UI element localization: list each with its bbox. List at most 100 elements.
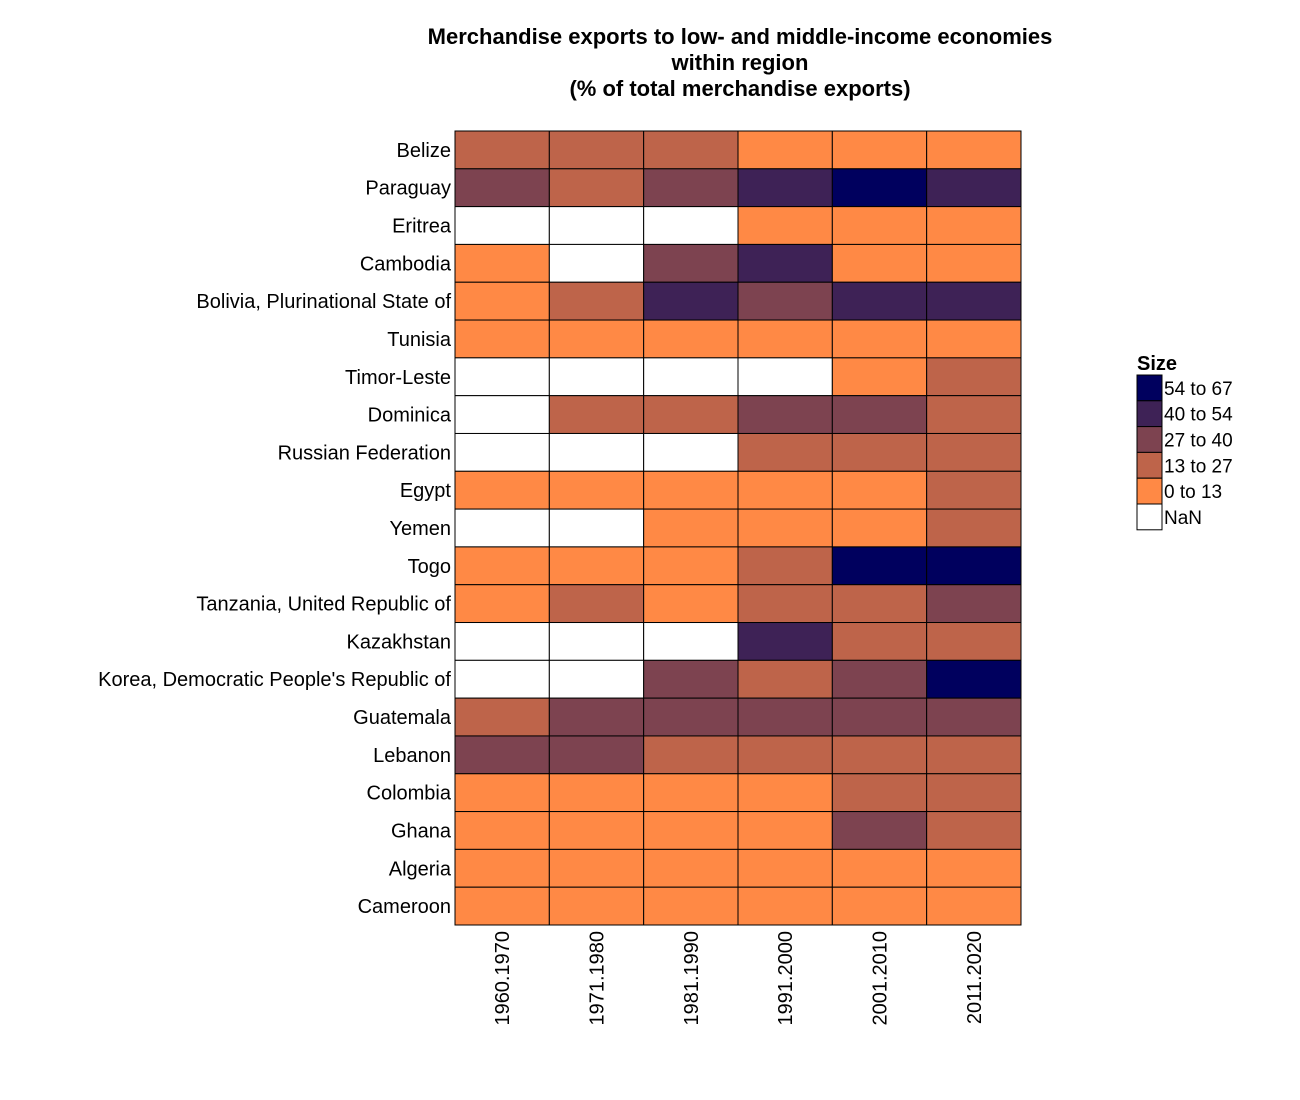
heatmap-cell [737, 168, 833, 208]
heatmap-cell [454, 546, 550, 586]
legend: Size 54 to 67 40 to 54 27 to 40 13 to 27 0 t… [1136, 353, 1233, 531]
legend-label: 13 to 27 [1164, 456, 1233, 477]
heatmap-cell [454, 319, 550, 359]
heatmap-cell [454, 395, 550, 434]
chart-title-line-2: within region [671, 50, 809, 75]
heatmap-cell [548, 470, 645, 510]
y-tick-label: Kazakhstan [346, 631, 451, 653]
heatmap-cell [454, 811, 550, 850]
heatmap-cell [926, 395, 1022, 434]
heatmap-cell [643, 848, 739, 888]
heatmap-cell [643, 546, 739, 586]
heatmap-cell [831, 546, 928, 586]
heatmap-cell [831, 168, 928, 208]
y-tick-label: Eritrea [392, 216, 452, 238]
heatmap-cell [454, 508, 550, 548]
heatmap-cell [926, 735, 1022, 775]
y-tick-label: Cameroon [358, 896, 451, 918]
heatmap-cell [737, 546, 833, 586]
heatmap-cell [831, 584, 928, 624]
heatmap-cell [831, 357, 928, 397]
heatmap-cell [548, 886, 645, 926]
heatmap-cell [831, 811, 928, 850]
heatmap-cell [831, 243, 928, 283]
heatmap-cell [548, 508, 645, 548]
heatmap-cell [454, 357, 550, 397]
y-axis-labels: Belize Paraguay Eritrea Cambodia Bolivia, Pl… [98, 140, 452, 918]
heatmap-cell [926, 319, 1022, 359]
y-tick-label: Guatemala [353, 707, 452, 729]
heatmap-cell [831, 697, 928, 737]
heatmap-cell [643, 281, 739, 321]
heatmap-cell [454, 659, 550, 699]
heatmap-cell [454, 470, 550, 510]
heatmap-cell [548, 281, 645, 321]
y-tick-label: Dominica [368, 405, 452, 427]
legend-label: 27 to 40 [1164, 431, 1233, 452]
chart-title: Merchandise exports to low- and middle-i… [428, 24, 1053, 101]
heatmap-cell [926, 168, 1022, 208]
heatmap-cell [737, 508, 833, 548]
heatmap-cell [926, 546, 1022, 586]
heatmap-cell [454, 206, 550, 245]
heatmap-cell [831, 319, 928, 359]
heatmap-cell [548, 395, 645, 434]
heatmap-cell [548, 130, 645, 170]
heatmap-cell [454, 432, 550, 472]
y-tick-label: Russian Federation [278, 442, 451, 464]
heatmap-cell [737, 243, 833, 283]
y-tick-label: Tanzania, United Republic of [196, 594, 451, 616]
y-tick-label: Belize [397, 140, 451, 162]
x-tick-label: 1971.1980 [587, 931, 609, 1026]
heatmap-cell [454, 243, 550, 283]
heatmap-cell [737, 281, 833, 321]
heatmap-cell [454, 130, 550, 170]
heatmap-cell [831, 659, 928, 699]
heatmap-cell [643, 130, 739, 170]
heatmap-cell [737, 773, 833, 813]
heatmap-cell [926, 811, 1022, 850]
y-tick-label: Algeria [389, 858, 452, 880]
y-tick-label: Lebanon [373, 745, 451, 767]
heatmap-cell [926, 243, 1022, 283]
heatmap-cell [548, 546, 645, 586]
heatmap-cell [926, 697, 1022, 737]
y-tick-label: Korea, Democratic People's Republic of [98, 669, 451, 691]
heatmap-cell [926, 357, 1022, 397]
x-tick-label: 2011.2020 [964, 931, 986, 1024]
heatmap-cell [926, 432, 1022, 472]
heatmap-cell [831, 130, 928, 170]
heatmap-cell [737, 697, 833, 737]
heatmap-cell [548, 168, 645, 208]
heatmap-cell [926, 470, 1022, 510]
heatmap-cell [737, 622, 833, 661]
heatmap-cell [737, 735, 833, 775]
heatmap-cell [454, 735, 550, 775]
heatmap-cell [831, 735, 928, 775]
legend-label: 40 to 54 [1164, 405, 1233, 426]
heatmap-cell [643, 622, 739, 661]
heatmap-cell [454, 622, 550, 661]
heatmap-cell [454, 886, 550, 926]
heatmap-cell [926, 886, 1022, 926]
heatmap-cell [926, 848, 1022, 888]
heatmap-cell [831, 848, 928, 888]
heatmap-cell [548, 432, 645, 472]
heatmap-cell [548, 243, 645, 283]
heatmap-cell [548, 622, 645, 661]
x-tick-label: 1991.2000 [775, 931, 797, 1026]
heatmap-cell [643, 584, 739, 624]
heatmap-cell [926, 622, 1022, 661]
heatmap-cell [831, 622, 928, 661]
heatmap-cell [737, 886, 833, 926]
heatmap-cell [737, 432, 833, 472]
x-tick-label: 1981.1990 [681, 931, 703, 1026]
legend-swatch [1136, 374, 1163, 402]
heatmap-cell [548, 206, 645, 245]
heatmap-cell [643, 735, 739, 775]
heatmap-cell [926, 130, 1022, 170]
heatmap-cell [737, 130, 833, 170]
heatmap-cell [926, 281, 1022, 321]
heatmap-cell [737, 357, 833, 397]
